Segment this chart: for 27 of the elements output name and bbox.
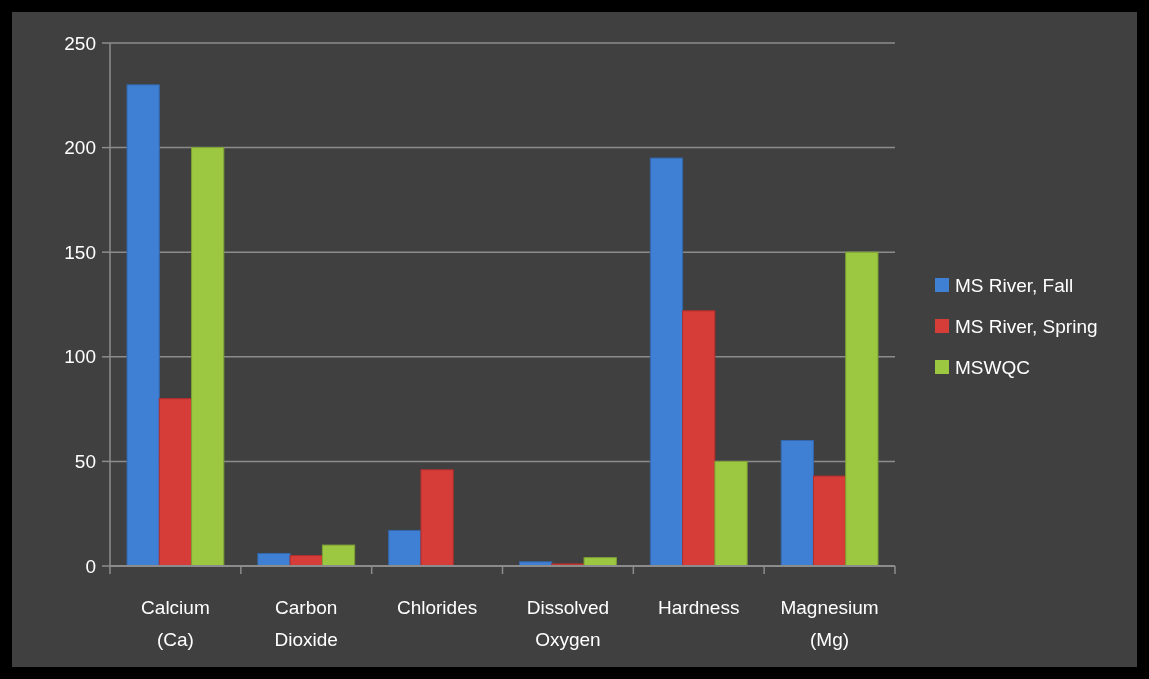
legend-label: MSWQC — [955, 356, 1030, 378]
y-tick-label: 0 — [85, 555, 96, 577]
x-tick-label: Chlorides — [396, 597, 478, 618]
bar — [420, 469, 454, 567]
x-tick-label: Hardness — [658, 597, 740, 618]
bar — [649, 157, 684, 567]
legend-label: MS River, Spring — [955, 315, 1098, 337]
bar — [714, 460, 748, 567]
y-tick-label: 100 — [64, 346, 96, 368]
bar — [191, 147, 225, 567]
x-tick-label: Carbon Dioxide — [274, 597, 338, 650]
bar — [780, 439, 814, 567]
bar — [321, 544, 356, 567]
bar — [682, 310, 716, 567]
x-tick-label: Calcium (Ca) — [141, 597, 210, 650]
y-tick-label: 200 — [64, 137, 96, 159]
x-tick-label: Dissolved Oxygen — [526, 597, 610, 650]
y-tick-label: 50 — [74, 451, 96, 473]
bar — [388, 529, 422, 567]
y-tick-label: 250 — [64, 32, 96, 54]
legend-label: MS River, Fall — [955, 274, 1074, 296]
y-tick-label: 150 — [64, 241, 96, 263]
bar — [158, 398, 193, 567]
bar — [126, 84, 160, 567]
bar — [845, 251, 879, 567]
x-tick-label: Magnesium (Mg) — [780, 597, 879, 650]
bar — [812, 475, 847, 567]
